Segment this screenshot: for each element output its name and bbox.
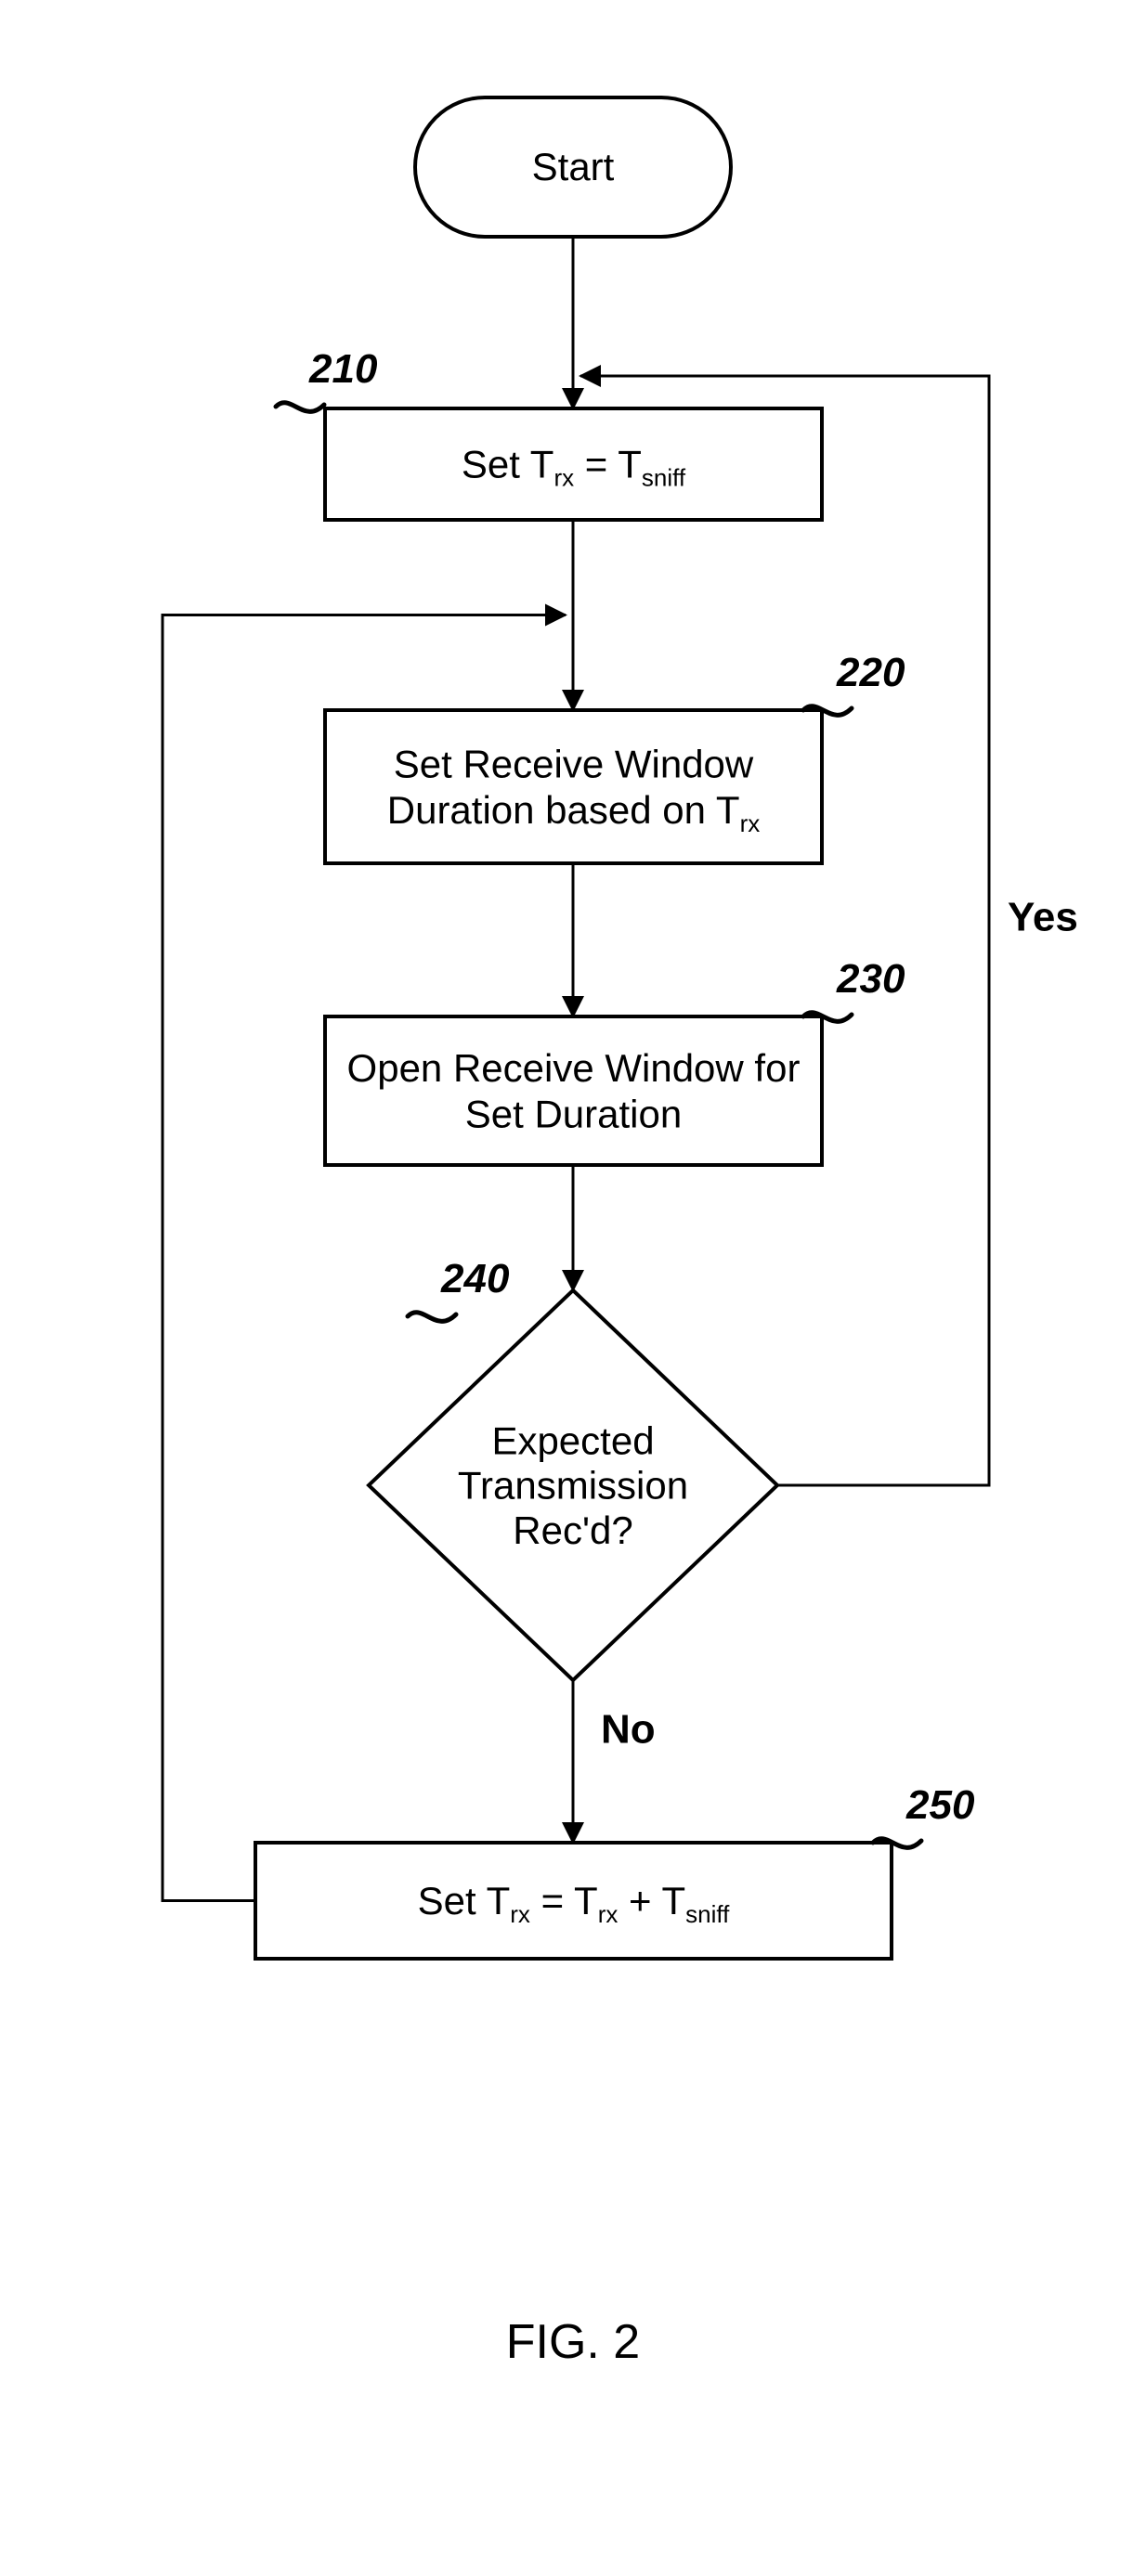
svg-text:Rec'd?: Rec'd? [513,1508,632,1552]
svg-text:Expected: Expected [491,1418,654,1462]
process-250: Set Trx = Trx + Tsniff [255,1843,892,1959]
svg-text:Set Trx = Tsniff: Set Trx = Tsniff [462,443,686,492]
ref-210: 210 [276,346,378,411]
ref-240: 240 [408,1256,510,1321]
svg-text:210: 210 [308,346,378,392]
decision-240: ExpectedTransmissionRec'd? [369,1290,777,1680]
svg-text:Set Trx = Trx + Tsniff: Set Trx = Trx + Tsniff [418,1879,730,1928]
svg-text:250: 250 [905,1782,975,1828]
svg-text:240: 240 [440,1256,510,1301]
label-no: No [601,1707,656,1753]
svg-text:220: 220 [836,650,905,695]
svg-text:Transmission: Transmission [458,1464,688,1508]
label-yes: Yes [1008,895,1078,940]
svg-text:Open Receive Window for: Open Receive Window for [347,1046,801,1090]
svg-text:Set Duration: Set Duration [465,1092,682,1135]
process-220: Set Receive WindowDuration based on Trx [325,710,822,863]
svg-text:230: 230 [836,956,905,1002]
process-210: Set Trx = Tsniff [325,408,822,520]
ref-250: 250 [873,1782,975,1847]
ref-230: 230 [803,956,905,1021]
figure-caption: FIG. 2 [506,2315,640,2369]
ref-220: 220 [803,650,905,715]
svg-text:Duration based on Trx: Duration based on Trx [387,788,760,837]
svg-text:Set Receive Window: Set Receive Window [394,742,754,785]
process-230: Open Receive Window forSet Duration [325,1016,822,1165]
start-terminator: Start [415,97,731,237]
svg-text:Start: Start [532,145,615,188]
edge-240-yes-loop [580,376,989,1485]
